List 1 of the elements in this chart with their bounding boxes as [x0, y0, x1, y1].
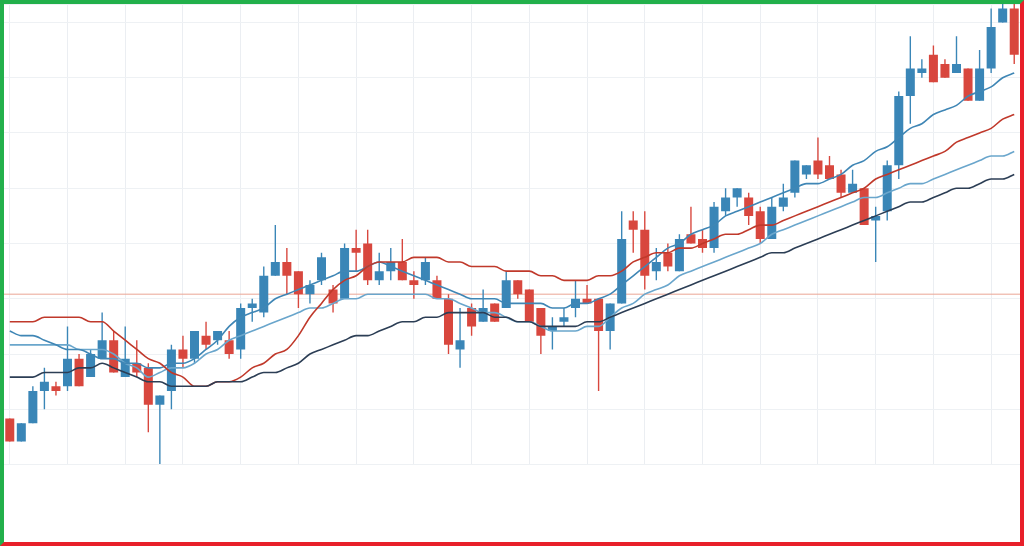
candlestick	[963, 68, 973, 101]
